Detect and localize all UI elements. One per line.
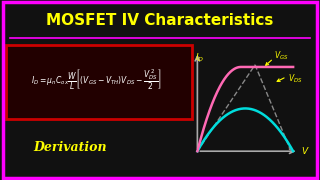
Text: $I_D$: $I_D$ <box>195 52 204 64</box>
Text: $I_D = \mu_n C_{ox} \dfrac{W}{L}\left[(V_{GS}-V_{TH})V_{DS} - \dfrac{V_{DS}^{\,2: $I_D = \mu_n C_{ox} \dfrac{W}{L}\left[(V… <box>31 68 161 92</box>
Text: $V_{DS}$: $V_{DS}$ <box>288 73 302 85</box>
Text: $V_{GS}$: $V_{GS}$ <box>274 50 288 62</box>
Text: $V$: $V$ <box>301 145 309 156</box>
Text: Derivation: Derivation <box>34 141 107 154</box>
Bar <box>6 45 192 119</box>
Text: MOSFET IV Characteristics: MOSFET IV Characteristics <box>46 13 274 28</box>
